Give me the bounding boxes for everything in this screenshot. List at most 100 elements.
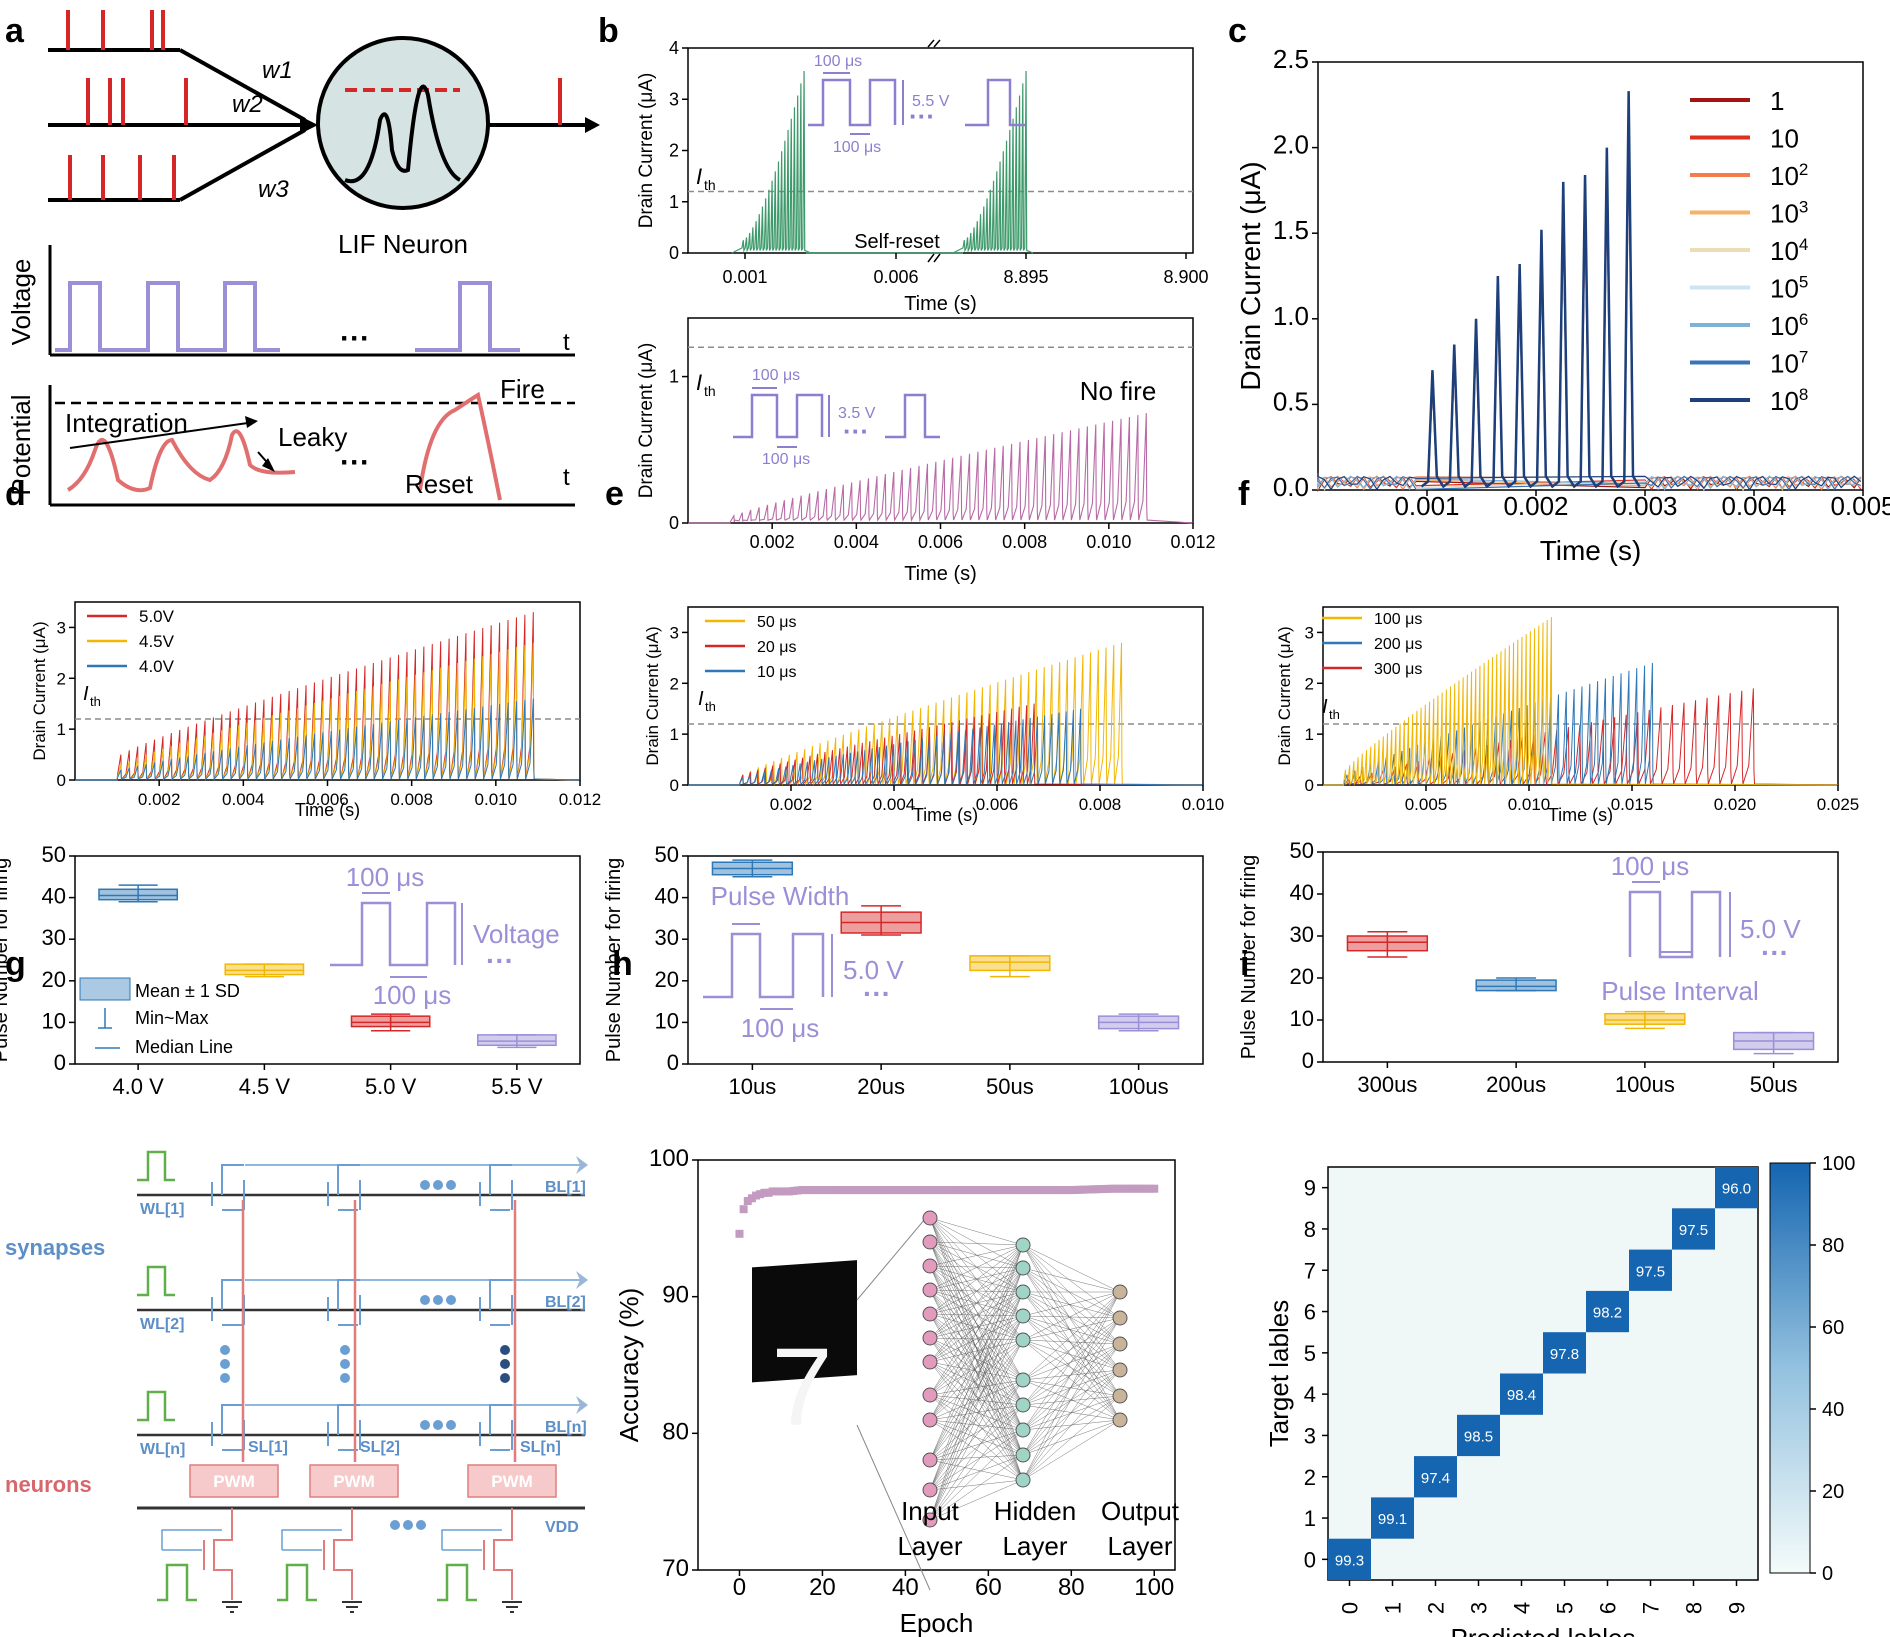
e-bottom-frame <box>687 855 1204 1065</box>
h-hidden-node <box>1015 1447 1031 1463</box>
h-output-node <box>1112 1284 1128 1300</box>
h-xtick-label: 20 <box>809 1574 836 1601</box>
i-ytick-label: 4 <box>1304 1382 1316 1407</box>
h-edge <box>929 1404 1024 1521</box>
h-edge <box>1022 1317 1121 1431</box>
b-top-interval: 100 μs <box>833 139 881 156</box>
h-point <box>822 1186 831 1195</box>
i-ytick-label: 6 <box>1304 1300 1316 1325</box>
h-point <box>797 1186 806 1195</box>
b-bottom-ytick-label: 1 <box>669 367 679 387</box>
h-point <box>922 1186 931 1195</box>
h-edge <box>1022 1315 1121 1397</box>
h-edge <box>929 1313 1024 1456</box>
h-edge <box>929 1315 1024 1461</box>
g-dots-icon <box>446 1295 456 1305</box>
h-edge <box>1022 1395 1121 1406</box>
h-edge <box>929 1315 1024 1521</box>
h-ytick-label: 90 <box>662 1282 689 1309</box>
g-dots-icon <box>403 1520 413 1530</box>
h-label-output-layer: Layer <box>1107 1531 1172 1561</box>
h-edge <box>929 1337 1024 1456</box>
h-edge <box>929 1379 1024 1396</box>
f-bottom-box <box>1346 935 1429 952</box>
g-neuron-pulse <box>277 1563 317 1602</box>
h-point <box>880 1186 889 1195</box>
h-point <box>909 1186 918 1195</box>
d-legend-median: Median Line <box>135 1037 233 1057</box>
h-edge <box>929 1315 1024 1491</box>
d-top-ylabel: Drain Current (μA) <box>30 621 49 760</box>
h-point <box>793 1186 802 1195</box>
h-edge <box>929 1339 1024 1421</box>
h-point <box>917 1186 926 1195</box>
h-label-input-layer: Layer <box>897 1531 962 1561</box>
h-point <box>934 1186 943 1195</box>
g-transistor <box>221 1164 244 1211</box>
h-point <box>1100 1184 1109 1193</box>
i-ytick-label: 7 <box>1304 1258 1316 1283</box>
i-diagonal-cell <box>1457 1414 1500 1457</box>
f-bottom-box <box>1604 1012 1686 1025</box>
h-digit: 7 <box>771 1326 832 1449</box>
label-leaky: Leaky <box>278 422 347 452</box>
input-path-3 <box>179 128 306 202</box>
h-point <box>971 1186 980 1195</box>
f-bottom-ytick-label: 50 <box>1290 838 1314 863</box>
g-bl-arrow-icon <box>576 1271 588 1289</box>
b-bottom-interval: 100 μs <box>762 451 810 468</box>
f-top-legend-label: 100 μs <box>1374 611 1422 628</box>
h-digit-image <box>752 1260 857 1383</box>
h-edge <box>1022 1267 1121 1319</box>
h-edge <box>1022 1291 1121 1431</box>
series-10 μs <box>688 708 1204 786</box>
h-point <box>888 1186 897 1195</box>
h-point <box>893 1186 902 1195</box>
i-diagonal-value: 97.4 <box>1421 1470 1450 1487</box>
g-transistor <box>221 1404 244 1451</box>
i-diagonal-value: 98.5 <box>1464 1428 1493 1445</box>
i-diagonal-cell <box>1629 1249 1672 1291</box>
h-point <box>810 1186 819 1195</box>
h-point <box>988 1186 997 1195</box>
c-legend-label: 102 <box>1770 160 1808 191</box>
c-ytick-label: 0.5 <box>1273 386 1309 416</box>
g-wl-pulse <box>137 1150 175 1182</box>
h-edge <box>929 1265 1024 1406</box>
f-top-xtick-label: 0.015 <box>1611 795 1654 814</box>
g-transistor <box>337 1279 360 1326</box>
h-point <box>1112 1184 1121 1193</box>
h-output-node <box>1112 1412 1128 1428</box>
h-point <box>942 1186 951 1195</box>
g-pwm-label: PWM <box>491 1472 533 1491</box>
i-diagonal-value: 97.5 <box>1679 1222 1708 1239</box>
h-edge <box>1022 1379 1121 1397</box>
h-point <box>847 1186 856 1195</box>
i-diagonal-value: 96.0 <box>1722 1181 1751 1198</box>
d-interval: 100 μs <box>373 980 452 1010</box>
h-edge <box>929 1241 1024 1431</box>
h-edge <box>1022 1244 1121 1397</box>
f-amplitude: 5.0 V <box>1740 914 1801 944</box>
f-pulse-interval: Pulse Interval <box>1601 976 1759 1006</box>
c-ytick-label: 0.0 <box>1273 472 1309 502</box>
g-dots-icon <box>500 1345 510 1355</box>
h-point <box>776 1187 785 1196</box>
g-sl-label: SL[1] <box>248 1439 288 1456</box>
f-bottom-ytick-label: 40 <box>1290 880 1314 905</box>
h-point <box>843 1186 852 1195</box>
h-point <box>1034 1186 1043 1195</box>
h-edge <box>1022 1244 1121 1421</box>
h-point <box>818 1186 827 1195</box>
h-edge <box>1022 1395 1121 1431</box>
h-point <box>905 1186 914 1195</box>
e-top-frame <box>687 606 1204 786</box>
h-edge <box>929 1379 1024 1461</box>
h-projection-lines <box>856 1212 931 1591</box>
c-legend-label: 107 <box>1770 348 1808 379</box>
h-edge <box>929 1361 1024 1456</box>
g-dots-icon <box>420 1295 430 1305</box>
h-point <box>830 1186 839 1195</box>
e-bottom-ylabel: Pulse Number for firing <box>603 858 625 1063</box>
d-bottom-ylabel: Pulse Number for firing <box>0 858 12 1063</box>
